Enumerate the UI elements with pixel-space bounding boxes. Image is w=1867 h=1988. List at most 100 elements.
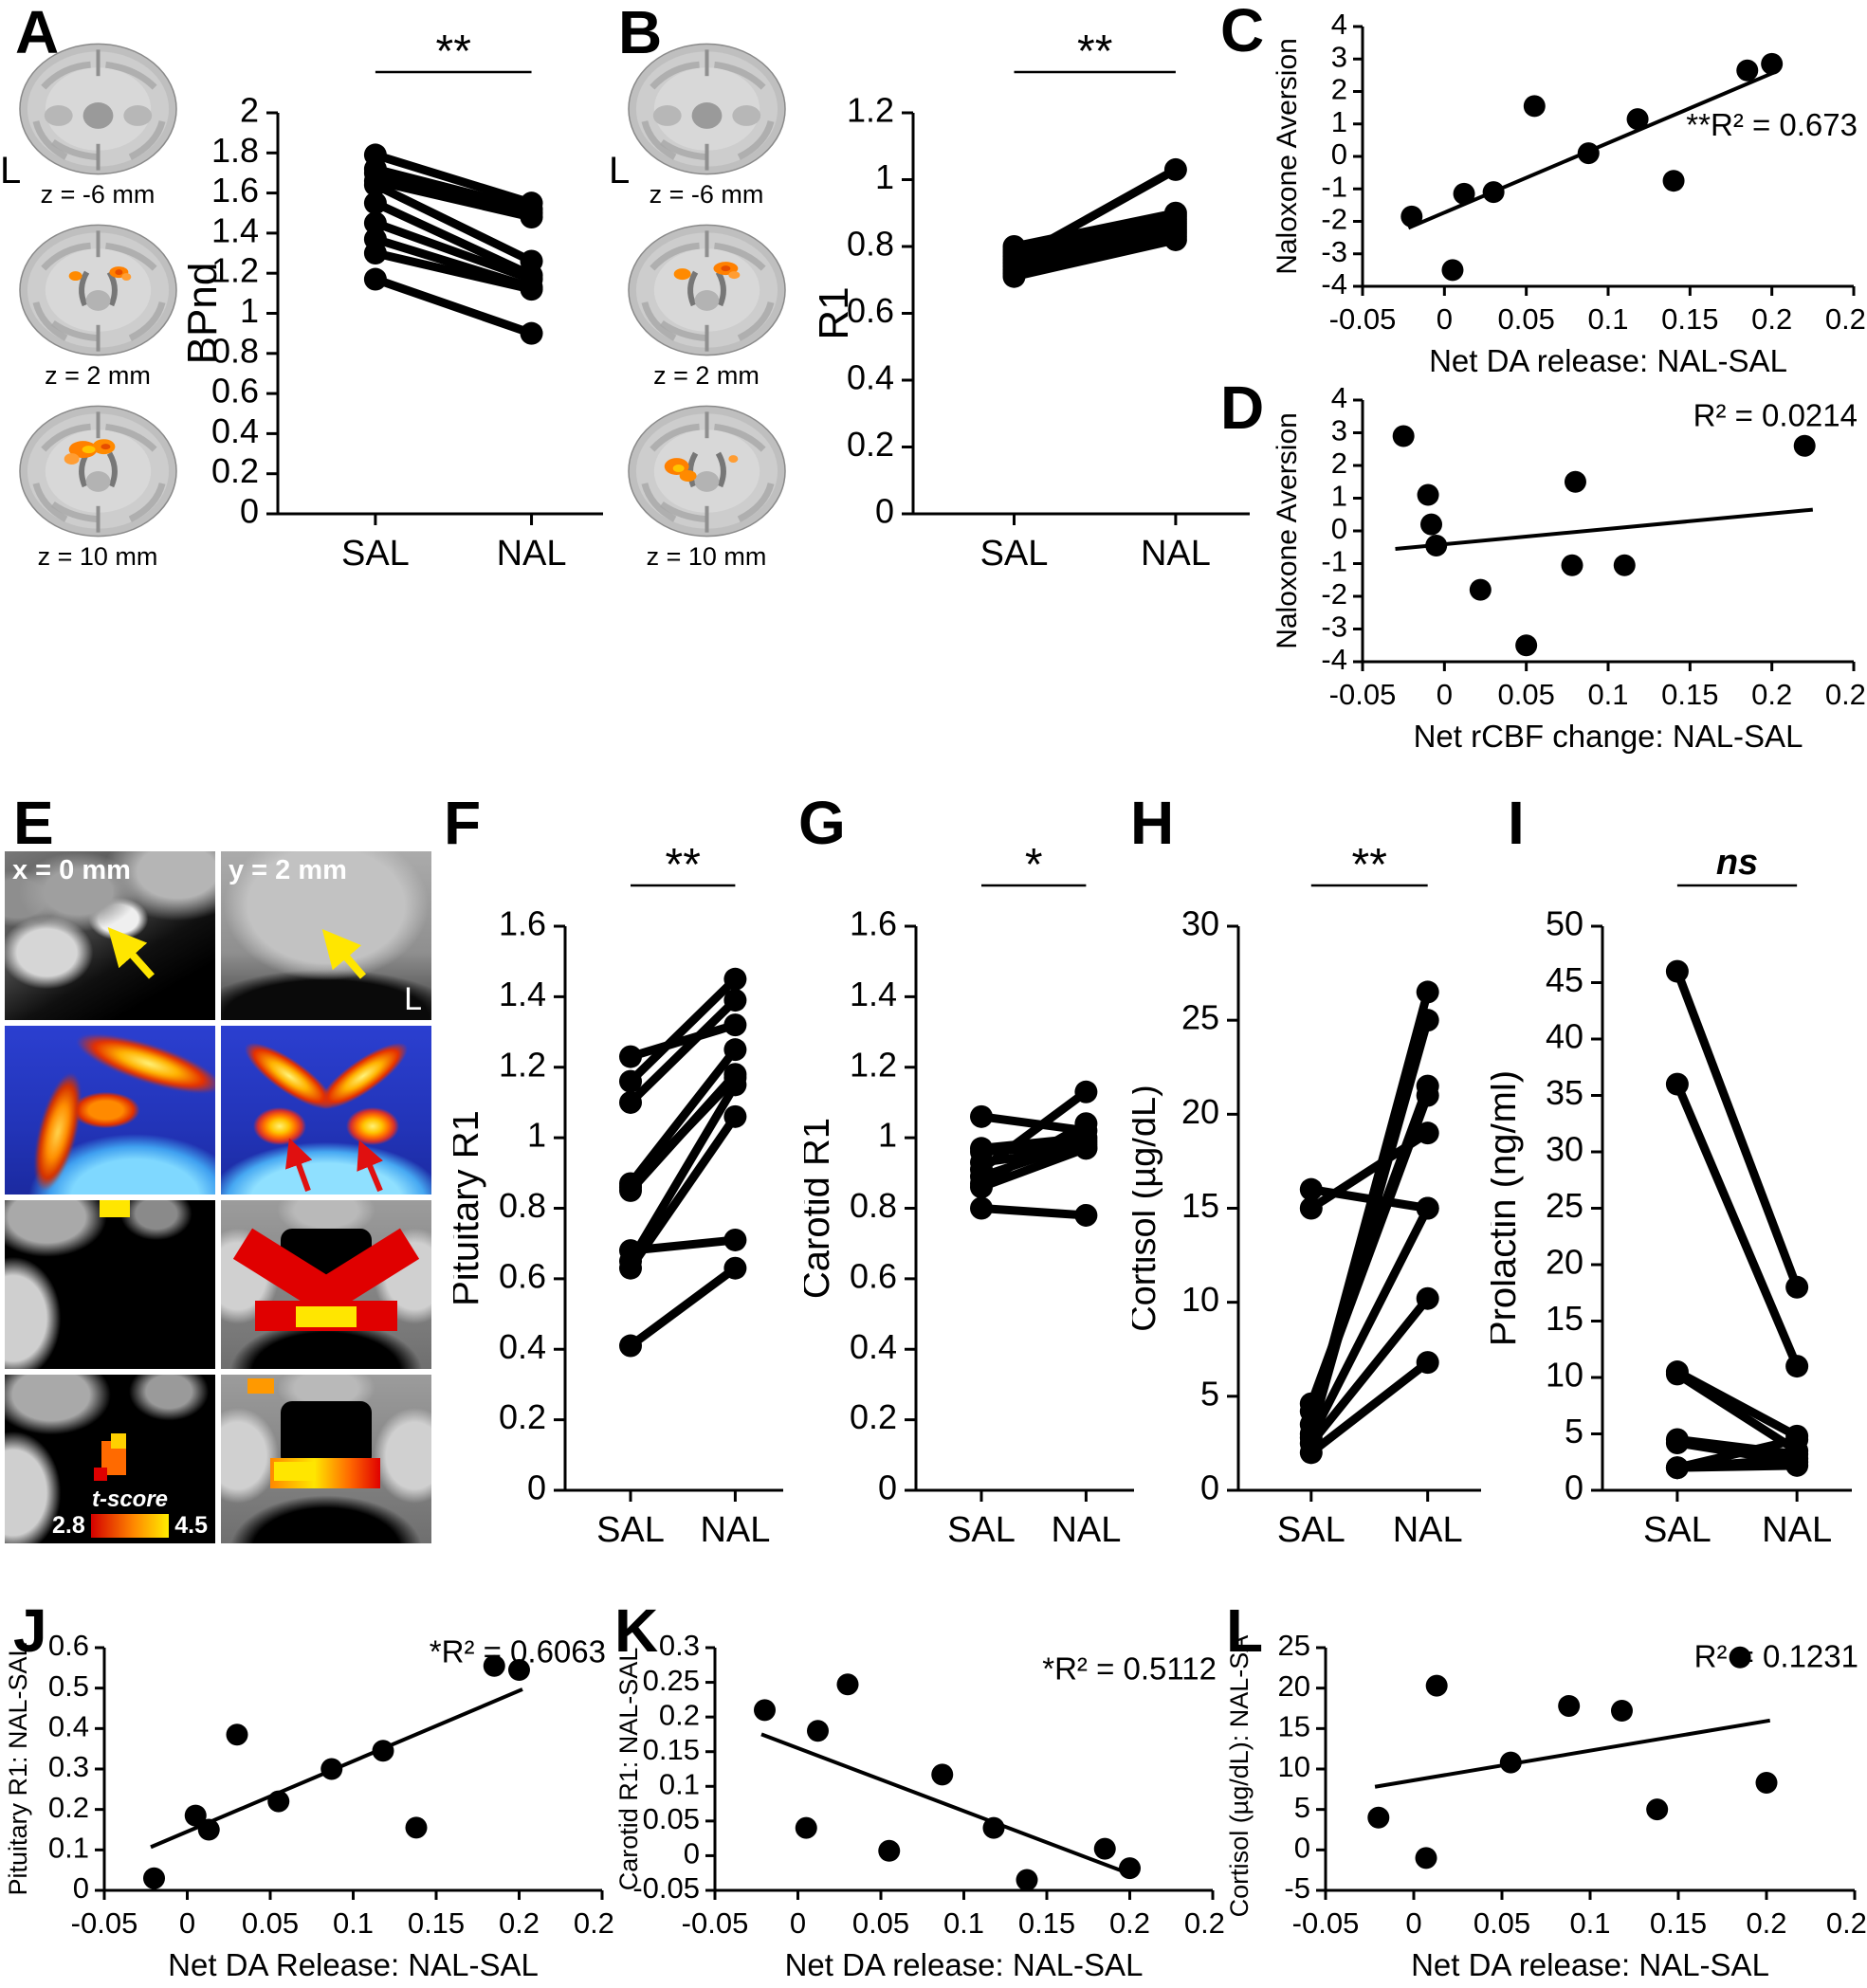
stat-cluster bbox=[247, 1378, 274, 1394]
svg-text:1: 1 bbox=[1331, 105, 1347, 138]
svg-text:Naloxone Aversion: Naloxone Aversion bbox=[1272, 38, 1303, 275]
svg-text:Prolactin (ng/ml): Prolactin (ng/ml) bbox=[1491, 1070, 1524, 1346]
svg-text:1.6: 1.6 bbox=[499, 904, 546, 943]
svg-text:SAL: SAL bbox=[980, 534, 1049, 574]
svg-text:1.2: 1.2 bbox=[850, 1045, 897, 1084]
svg-text:0.2: 0.2 bbox=[1746, 1906, 1786, 1940]
svg-text:0.25: 0.25 bbox=[1825, 302, 1865, 336]
svg-text:10: 10 bbox=[1181, 1280, 1219, 1319]
brain-slice-axial bbox=[627, 43, 786, 175]
svg-text:3: 3 bbox=[1331, 40, 1347, 73]
svg-text:5: 5 bbox=[1294, 1791, 1310, 1824]
svg-text:Cortisol (µg/dL): Cortisol (µg/dL) bbox=[1132, 1085, 1163, 1332]
svg-text:1: 1 bbox=[875, 157, 894, 196]
panel-b-label: B bbox=[618, 0, 663, 66]
svg-text:-2: -2 bbox=[1321, 203, 1347, 236]
svg-text:0: 0 bbox=[240, 492, 259, 531]
yellow-arrow-icon bbox=[321, 928, 367, 979]
svg-text:0: 0 bbox=[1294, 1832, 1310, 1865]
svg-text:1: 1 bbox=[1331, 480, 1347, 513]
svg-text:4: 4 bbox=[1331, 13, 1347, 41]
svg-text:0.6: 0.6 bbox=[211, 372, 259, 410]
panel-a-label: A bbox=[15, 0, 60, 66]
panel-i-label: I bbox=[1508, 789, 1525, 857]
svg-text:0.2: 0.2 bbox=[847, 425, 894, 464]
svg-text:0: 0 bbox=[1437, 302, 1453, 336]
svg-text:0.2: 0.2 bbox=[499, 1906, 540, 1940]
svg-text:Carotid R1: NAL-SAL: Carotid R1: NAL-SAL bbox=[614, 1648, 643, 1891]
svg-text:0.6: 0.6 bbox=[48, 1634, 89, 1662]
svg-text:Pituitary R1: NAL-SAL: Pituitary R1: NAL-SAL bbox=[4, 1642, 32, 1895]
svg-text:0.2: 0.2 bbox=[1109, 1906, 1150, 1940]
stat-map-coronal-image bbox=[221, 1375, 431, 1543]
svg-text:0: 0 bbox=[684, 1837, 700, 1870]
slice-coordinate-label: z = 2 mm bbox=[45, 361, 151, 390]
svg-text:35: 35 bbox=[1546, 1073, 1583, 1112]
svg-text:0.6: 0.6 bbox=[847, 291, 894, 330]
svg-text:-0.05: -0.05 bbox=[682, 1906, 749, 1940]
svg-text:0: 0 bbox=[875, 492, 894, 531]
svg-text:Pituitary R1: Pituitary R1 bbox=[453, 1110, 486, 1306]
svg-text:0: 0 bbox=[1565, 1468, 1583, 1507]
svg-text:0.25: 0.25 bbox=[643, 1664, 700, 1697]
r1-map-sagittal-image bbox=[5, 1026, 215, 1195]
svg-text:30: 30 bbox=[1546, 1130, 1583, 1169]
svg-text:-1: -1 bbox=[1321, 170, 1347, 203]
svg-text:0.4: 0.4 bbox=[850, 1327, 897, 1366]
svg-text:10: 10 bbox=[1546, 1356, 1583, 1395]
svg-text:0.2: 0.2 bbox=[211, 451, 259, 490]
panel-a-paired-chart: 00.20.40.60.811.21.41.61.82 SAL NAL ** BPnd bbox=[188, 27, 603, 574]
svg-text:30: 30 bbox=[1181, 904, 1219, 943]
svg-text:1.6: 1.6 bbox=[850, 904, 897, 943]
svg-text:0.15: 0.15 bbox=[408, 1906, 465, 1940]
svg-text:5: 5 bbox=[1565, 1412, 1583, 1450]
t-score-gradient bbox=[90, 1514, 170, 1538]
svg-text:*R² = 0.5112: *R² = 0.5112 bbox=[1042, 1651, 1217, 1686]
svg-text:0.2: 0.2 bbox=[850, 1397, 897, 1436]
left-orientation-marker: L bbox=[609, 150, 631, 192]
svg-text:0: 0 bbox=[790, 1906, 806, 1940]
svg-text:1.2: 1.2 bbox=[211, 251, 259, 290]
hot-streak bbox=[25, 1068, 91, 1195]
panel-e-image-grid: x = 0 mm y = 2 mm L bbox=[5, 851, 431, 1543]
svg-text:0.5: 0.5 bbox=[48, 1669, 89, 1703]
svg-text:Net DA Release: NAL-SAL: Net DA Release: NAL-SAL bbox=[168, 1947, 539, 1982]
svg-text:NAL: NAL bbox=[1762, 1510, 1832, 1550]
roi-yellow-cluster bbox=[296, 1306, 357, 1327]
svg-text:0.25: 0.25 bbox=[1826, 1906, 1866, 1940]
svg-text:1.6: 1.6 bbox=[211, 171, 259, 210]
left-orientation-marker: L bbox=[404, 981, 422, 1017]
svg-text:-0.05: -0.05 bbox=[632, 1871, 700, 1905]
svg-text:0: 0 bbox=[527, 1468, 546, 1507]
dark-region bbox=[281, 1401, 372, 1468]
svg-text:0.15: 0.15 bbox=[1650, 1906, 1707, 1940]
svg-text:1.2: 1.2 bbox=[499, 1045, 546, 1084]
svg-text:Net rCBF change: NAL-SAL: Net rCBF change: NAL-SAL bbox=[1414, 719, 1803, 754]
panel-b-brain-column: z = -6 mm z = 2 mm z = 10 mm bbox=[616, 40, 796, 583]
svg-text:NAL: NAL bbox=[1393, 1510, 1463, 1550]
svg-text:15: 15 bbox=[1546, 1299, 1583, 1338]
panel-a-brain-column: z = -6 mm z = 2 mm z = 10 mm bbox=[8, 40, 188, 583]
svg-text:15: 15 bbox=[1278, 1710, 1310, 1743]
svg-text:20: 20 bbox=[1181, 1092, 1219, 1131]
svg-text:**: ** bbox=[1077, 27, 1112, 77]
left-orientation-marker: L bbox=[0, 150, 22, 192]
svg-text:-0.05: -0.05 bbox=[1329, 302, 1397, 336]
svg-text:-3: -3 bbox=[1321, 235, 1347, 268]
slice-coordinate-label: z = -6 mm bbox=[40, 180, 156, 209]
red-arrow-icon bbox=[285, 1138, 384, 1193]
svg-text:0.1: 0.1 bbox=[659, 1767, 700, 1800]
svg-text:5: 5 bbox=[1200, 1374, 1219, 1413]
svg-text:3: 3 bbox=[1331, 414, 1347, 447]
brain-slice-axial bbox=[18, 224, 177, 356]
stat-cluster bbox=[274, 1462, 316, 1481]
svg-text:0: 0 bbox=[1331, 137, 1347, 171]
panel-f-paired-chart: 0 0.2 0.4 0.6 0.8 1 1.2 1.4 1.6 SAL NAL ** Pituitary… bbox=[453, 840, 783, 1550]
svg-text:R1: R1 bbox=[811, 286, 857, 339]
svg-text:1.2: 1.2 bbox=[847, 91, 894, 130]
svg-text:NAL: NAL bbox=[1141, 534, 1211, 574]
svg-text:1.4: 1.4 bbox=[499, 975, 546, 1013]
panel-l-scatter-chart: -5 0 5 10 15 20 25 -0.05 0 0.05 0.1 0.15 0.2 0.25 Net … bbox=[1225, 1634, 1866, 1982]
panel-j-scatter-chart: 00.10.20.30.40.50.6-0.05 0 0.05 0.1 0.15 0.2 0… bbox=[4, 1634, 613, 1982]
